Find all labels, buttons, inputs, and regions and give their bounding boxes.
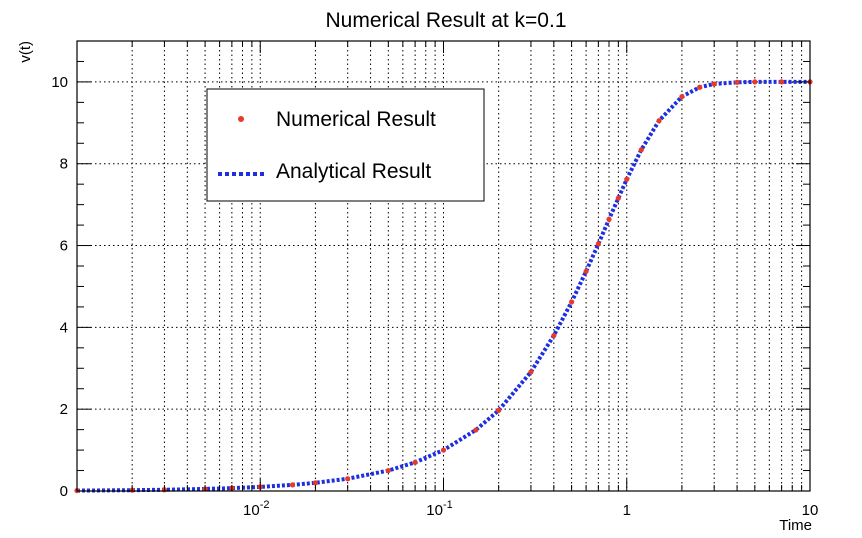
data-point-numerical — [412, 459, 418, 465]
data-point-numerical — [551, 332, 557, 339]
data-point-numerical — [624, 176, 630, 182]
data-point-numerical — [385, 467, 391, 474]
data-point-numerical — [440, 447, 447, 453]
data-point-numerical — [638, 147, 644, 153]
ticks — [76, 40, 811, 492]
data-point-numerical — [583, 268, 589, 274]
chart-title: Numerical Result at k=0.1 — [325, 9, 566, 32]
x-tick-label: 10-2 — [243, 499, 269, 519]
data-point-numerical — [711, 81, 717, 87]
data-point-numerical — [568, 299, 575, 305]
x-tick-label: 10-1 — [426, 499, 452, 519]
data-point-numerical — [473, 427, 479, 433]
data-point-numerical — [734, 79, 740, 85]
legend-box — [206, 88, 485, 202]
y-tick-label: 2 — [60, 401, 68, 418]
legend-label-analytical: Analytical Result — [276, 160, 431, 183]
data-point-numerical — [606, 216, 612, 222]
data-point-numerical — [656, 118, 662, 124]
data-point-numerical — [528, 369, 534, 375]
data-point-numerical — [752, 79, 758, 85]
data-point-numerical — [697, 84, 703, 90]
data-point-numerical — [289, 482, 296, 488]
y-tick-label: 0 — [60, 483, 68, 500]
x-axis-label: Time — [779, 517, 812, 534]
y-tick-label: 6 — [60, 238, 68, 255]
grid — [77, 41, 810, 491]
y-tick-label: 8 — [60, 156, 68, 173]
data-point-numerical — [779, 79, 785, 85]
x-tick-label: 1 — [623, 502, 631, 519]
legend-marker-numerical — [238, 116, 244, 122]
data-point-numerical — [496, 407, 502, 414]
y-tick-label: 10 — [51, 74, 68, 91]
data-point-numerical — [595, 241, 601, 247]
x-tick-label: 10 — [802, 502, 819, 519]
y-axis-label: v(t) — [17, 41, 34, 63]
legend: Numerical Result Analytical Result — [206, 88, 485, 202]
data-point-numerical — [312, 480, 319, 486]
y-tick-label: 4 — [60, 319, 68, 336]
series-layer — [74, 79, 813, 494]
data-point-numerical — [615, 195, 621, 201]
data-point-numerical — [679, 94, 685, 100]
tick-labels: 10-2 10-1 1 10 0 2 4 6 8 10 — [51, 74, 818, 519]
data-point-numerical — [345, 476, 351, 482]
legend-label-numerical: Numerical Result — [276, 108, 436, 131]
